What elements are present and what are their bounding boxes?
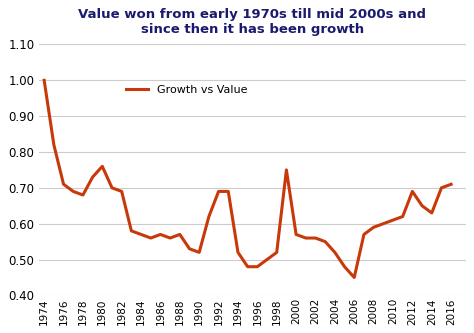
Growth vs Value: [255, 265, 260, 269]
Growth vs Value: [293, 232, 299, 236]
Growth vs Value: [61, 182, 66, 186]
Growth vs Value: [148, 236, 154, 240]
Growth vs Value: [80, 193, 86, 197]
Growth vs Value: [138, 232, 144, 236]
Growth vs Value: [235, 250, 241, 254]
Growth vs Value: [419, 204, 425, 208]
Growth vs Value: [100, 164, 105, 168]
Growth vs Value: [51, 143, 57, 147]
Growth vs Value: [313, 236, 319, 240]
Growth vs Value: [410, 189, 415, 193]
Growth vs Value: [400, 214, 406, 218]
Growth vs Value: [41, 78, 47, 82]
Growth vs Value: [448, 182, 454, 186]
Growth vs Value: [303, 236, 309, 240]
Growth vs Value: [371, 225, 376, 229]
Growth vs Value: [274, 250, 280, 254]
Growth vs Value: [332, 250, 337, 254]
Growth vs Value: [90, 175, 95, 179]
Growth vs Value: [196, 250, 202, 254]
Growth vs Value: [187, 247, 192, 251]
Growth vs Value: [351, 275, 357, 279]
Legend: Growth vs Value: Growth vs Value: [122, 80, 252, 99]
Growth vs Value: [119, 189, 125, 193]
Line: Growth vs Value: Growth vs Value: [44, 80, 451, 277]
Growth vs Value: [429, 211, 435, 215]
Growth vs Value: [438, 186, 444, 190]
Growth vs Value: [216, 189, 221, 193]
Growth vs Value: [177, 232, 182, 236]
Growth vs Value: [226, 189, 231, 193]
Growth vs Value: [264, 257, 270, 261]
Growth vs Value: [71, 189, 76, 193]
Growth vs Value: [361, 232, 367, 236]
Growth vs Value: [245, 265, 250, 269]
Growth vs Value: [381, 222, 386, 226]
Growth vs Value: [283, 168, 289, 172]
Growth vs Value: [390, 218, 396, 222]
Growth vs Value: [322, 240, 328, 244]
Growth vs Value: [109, 186, 115, 190]
Growth vs Value: [128, 229, 134, 233]
Title: Value won from early 1970s till mid 2000s and
since then it has been growth: Value won from early 1970s till mid 2000…: [79, 8, 427, 36]
Growth vs Value: [157, 232, 163, 236]
Growth vs Value: [167, 236, 173, 240]
Growth vs Value: [342, 265, 347, 269]
Growth vs Value: [206, 214, 212, 218]
